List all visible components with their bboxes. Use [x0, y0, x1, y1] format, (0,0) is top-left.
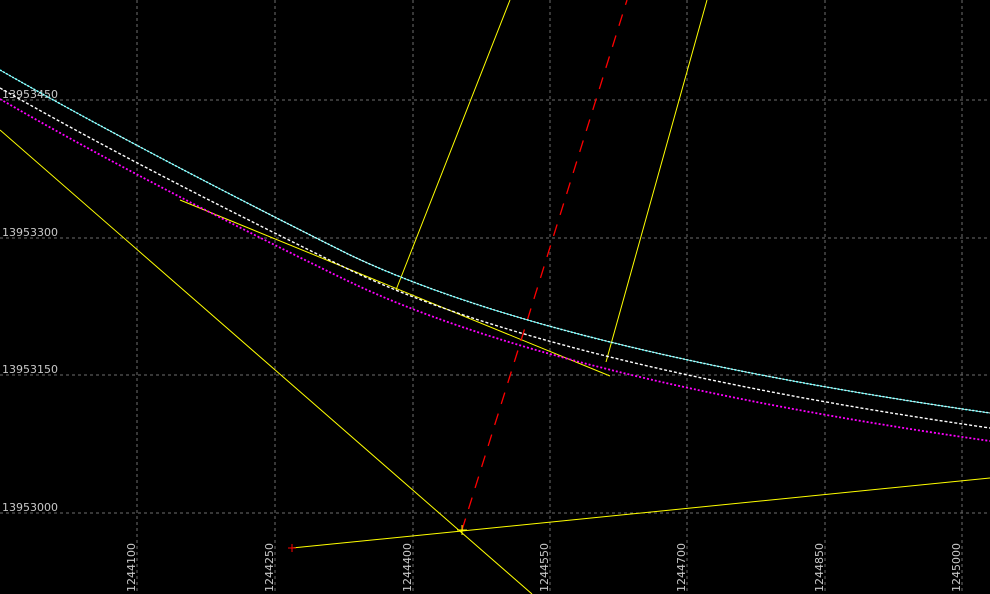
- curve-outer-edge[interactable]: [0, 69, 990, 414]
- x-axis-labels: 1244100 1244250 1244400 1244550 1244700 …: [125, 543, 963, 592]
- guide-line-diagonal[interactable]: [0, 129, 533, 594]
- alignment-curves: [0, 69, 990, 442]
- x-axis-label: 1244100: [125, 543, 138, 592]
- x-axis-label: 1244400: [401, 543, 414, 592]
- markers: [288, 525, 467, 552]
- guide-line-offset-left[interactable]: [395, 0, 511, 291]
- curve-inner[interactable]: [0, 98, 990, 442]
- y-axis-label: 13953450: [2, 88, 58, 101]
- y-axis-label: 13953150: [2, 363, 58, 376]
- x-axis-label: 1244550: [538, 543, 551, 592]
- x-axis-label: 1244850: [813, 543, 826, 592]
- intersection-marker-icon[interactable]: [457, 525, 467, 535]
- point-marker-icon[interactable]: [288, 544, 296, 552]
- dashed-centerline[interactable]: [461, 0, 628, 531]
- guide-line-chord[interactable]: [179, 199, 611, 377]
- guide-line-baseline[interactable]: [291, 477, 990, 549]
- x-axis-label: 1244250: [263, 543, 276, 592]
- x-axis-label: 1245000: [950, 543, 963, 592]
- curve-center[interactable]: [0, 87, 990, 429]
- x-axis-label: 1244700: [675, 543, 688, 592]
- y-axis-labels: 13953450 13953300 13953150 13953000: [2, 88, 58, 514]
- y-axis-label: 13953300: [2, 226, 58, 239]
- y-axis-label: 13953000: [2, 501, 58, 514]
- guide-line-offset-right[interactable]: [605, 0, 708, 363]
- curve-outer[interactable]: [0, 69, 990, 414]
